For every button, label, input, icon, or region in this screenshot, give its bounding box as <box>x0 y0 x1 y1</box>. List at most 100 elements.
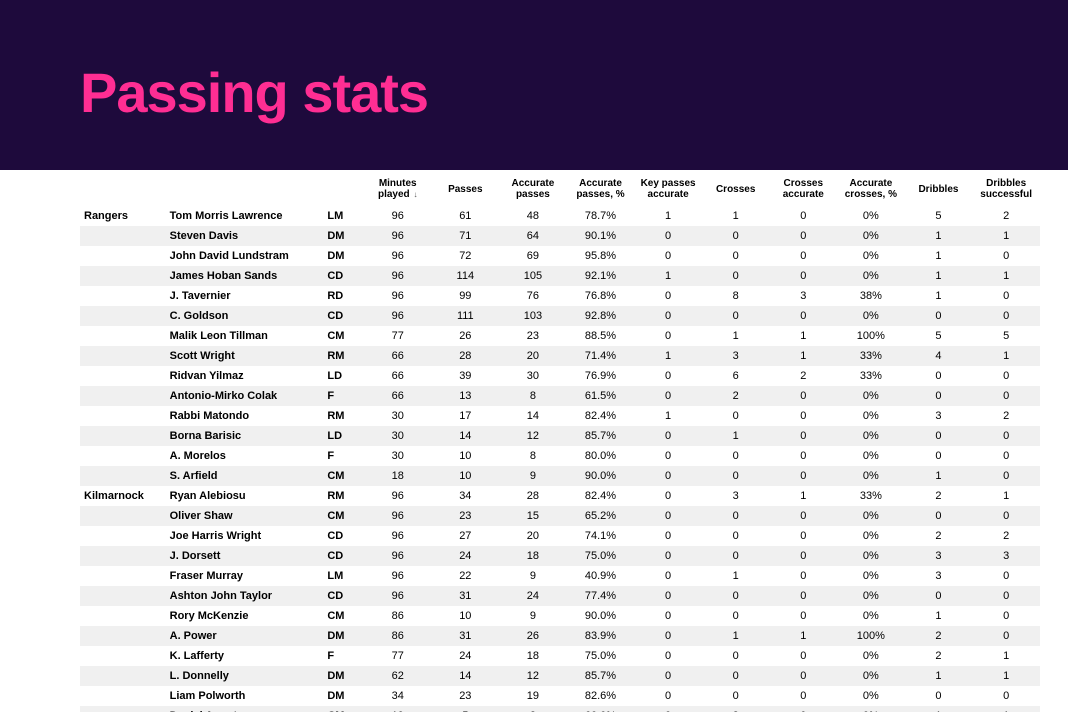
cell-crosses_pct: 100% <box>837 326 905 346</box>
cell-dribbles: 3 <box>905 406 973 426</box>
cell-acc_passes_pct: 76.9% <box>567 366 635 386</box>
table-row: C. GoldsonCD9611110392.8%0000%00 <box>80 306 1040 326</box>
cell-dribbles_succ: 0 <box>972 606 1040 626</box>
cell-crosses_acc: 0 <box>769 246 837 266</box>
cell-key_passes: 0 <box>634 686 702 706</box>
col-header-crosses[interactable]: Crosses <box>702 176 770 206</box>
cell-dribbles: 5 <box>905 206 973 226</box>
col-header-acc_passes_pct[interactable]: Accurate passes, % <box>567 176 635 206</box>
col-header-key_passes[interactable]: Key passes accurate <box>634 176 702 206</box>
table-header: Minutes played ↓PassesAccurate passesAcc… <box>80 176 1040 206</box>
header-banner: Passing stats <box>0 0 1068 170</box>
cell-key_passes: 0 <box>634 626 702 646</box>
cell-pos: CM <box>323 326 364 346</box>
cell-dribbles_succ: 0 <box>972 626 1040 646</box>
col-header-passes[interactable]: Passes <box>432 176 500 206</box>
col-header-dribbles[interactable]: Dribbles <box>905 176 973 206</box>
cell-crosses: 1 <box>702 326 770 346</box>
table-row: Scott WrightRM66282071.4%13133%41 <box>80 346 1040 366</box>
cell-team <box>80 346 166 366</box>
cell-dribbles_succ: 1 <box>972 646 1040 666</box>
cell-dribbles_succ: 1 <box>972 666 1040 686</box>
cell-team <box>80 386 166 406</box>
cell-player: Scott Wright <box>166 346 324 366</box>
cell-player: Oliver Shaw <box>166 506 324 526</box>
cell-key_passes: 0 <box>634 466 702 486</box>
cell-acc_passes_pct: 92.1% <box>567 266 635 286</box>
cell-acc_passes: 18 <box>499 646 567 666</box>
cell-crosses: 0 <box>702 666 770 686</box>
cell-acc_passes: 8 <box>499 386 567 406</box>
table-row: Ashton John TaylorCD96312477.4%0000%00 <box>80 586 1040 606</box>
cell-team <box>80 646 166 666</box>
cell-crosses: 0 <box>702 546 770 566</box>
col-header-dribbles_succ[interactable]: Dribbles successful <box>972 176 1040 206</box>
sort-desc-icon: ↓ <box>413 190 417 199</box>
cell-crosses_pct: 0% <box>837 406 905 426</box>
cell-minutes: 18 <box>364 466 432 486</box>
cell-team <box>80 226 166 246</box>
cell-player: L. Donnelly <box>166 666 324 686</box>
table-row: Ridvan YilmazLD66393076.9%06233%00 <box>80 366 1040 386</box>
col-header-team[interactable] <box>80 176 166 206</box>
cell-acc_passes_pct: 75.0% <box>567 646 635 666</box>
col-header-crosses_acc[interactable]: Crosses accurate <box>769 176 837 206</box>
cell-pos: F <box>323 646 364 666</box>
cell-acc_passes_pct: 90.0% <box>567 606 635 626</box>
cell-acc_passes: 12 <box>499 666 567 686</box>
col-header-player[interactable] <box>166 176 324 206</box>
cell-minutes: 86 <box>364 606 432 626</box>
table-row: Rabbi MatondoRM30171482.4%1000%32 <box>80 406 1040 426</box>
col-header-pos[interactable] <box>323 176 364 206</box>
cell-pos: CD <box>323 266 364 286</box>
cell-acc_passes: 103 <box>499 306 567 326</box>
cell-crosses_acc: 1 <box>769 326 837 346</box>
cell-crosses_acc: 0 <box>769 466 837 486</box>
cell-minutes: 96 <box>364 226 432 246</box>
cell-team <box>80 706 166 712</box>
cell-team <box>80 566 166 586</box>
cell-pos: CD <box>323 546 364 566</box>
col-header-acc_passes[interactable]: Accurate passes <box>499 176 567 206</box>
cell-passes: 5 <box>432 706 500 712</box>
cell-dribbles: 2 <box>905 486 973 506</box>
col-header-minutes[interactable]: Minutes played ↓ <box>364 176 432 206</box>
cell-acc_passes: 64 <box>499 226 567 246</box>
cell-crosses: 2 <box>702 386 770 406</box>
cell-acc_passes: 105 <box>499 266 567 286</box>
cell-pos: F <box>323 386 364 406</box>
cell-crosses_pct: 0% <box>837 206 905 226</box>
cell-dribbles: 0 <box>905 446 973 466</box>
cell-dribbles: 1 <box>905 606 973 626</box>
cell-player: Tom Morris Lawrence <box>166 206 324 226</box>
cell-dribbles_succ: 0 <box>972 506 1040 526</box>
cell-player: A. Morelos <box>166 446 324 466</box>
cell-minutes: 30 <box>364 446 432 466</box>
cell-key_passes: 0 <box>634 666 702 686</box>
cell-pos: LM <box>323 206 364 226</box>
cell-player: Joe Harris Wright <box>166 526 324 546</box>
cell-key_passes: 0 <box>634 606 702 626</box>
table-row: J. TavernierRD96997676.8%08338%10 <box>80 286 1040 306</box>
cell-dribbles: 1 <box>905 266 973 286</box>
cell-dribbles_succ: 0 <box>972 286 1040 306</box>
cell-dribbles_succ: 1 <box>972 226 1040 246</box>
table-row: S. ArfieldCM1810990.0%0000%10 <box>80 466 1040 486</box>
cell-key_passes: 0 <box>634 326 702 346</box>
cell-minutes: 66 <box>364 346 432 366</box>
cell-dribbles_succ: 1 <box>972 346 1040 366</box>
cell-crosses_pct: 0% <box>837 506 905 526</box>
cell-acc_passes_pct: 95.8% <box>567 246 635 266</box>
cell-crosses: 6 <box>702 366 770 386</box>
cell-player: J. Tavernier <box>166 286 324 306</box>
cell-key_passes: 0 <box>634 386 702 406</box>
cell-crosses: 3 <box>702 486 770 506</box>
cell-player: K. Lafferty <box>166 646 324 666</box>
cell-acc_passes_pct: 88.5% <box>567 326 635 346</box>
col-header-crosses_pct[interactable]: Accurate crosses, % <box>837 176 905 206</box>
table-row: Steven DavisDM96716490.1%0000%11 <box>80 226 1040 246</box>
cell-minutes: 96 <box>364 486 432 506</box>
cell-crosses_pct: 0% <box>837 646 905 666</box>
cell-passes: 39 <box>432 366 500 386</box>
cell-acc_passes_pct: 61.5% <box>567 386 635 406</box>
